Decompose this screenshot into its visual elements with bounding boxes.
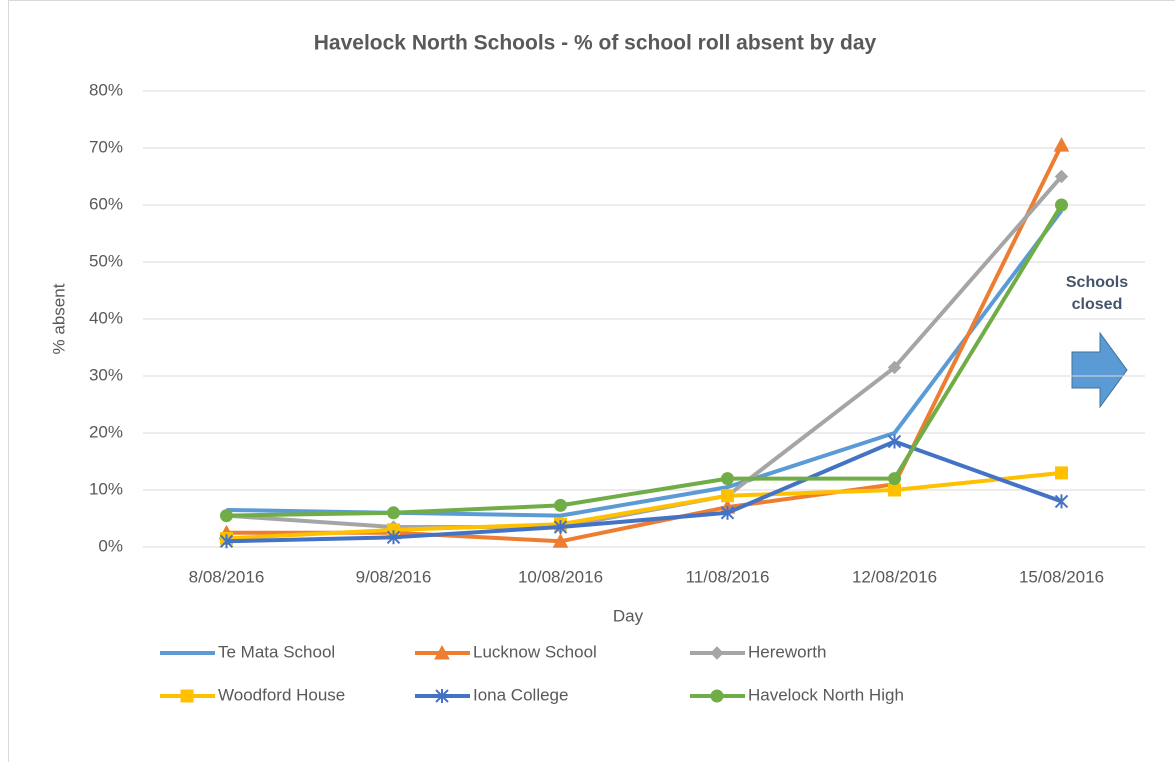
- x-tick-label: 15/08/2016: [1019, 567, 1104, 586]
- marker: [887, 360, 902, 375]
- marker: [553, 520, 568, 535]
- y-tick-label: 40%: [89, 308, 123, 327]
- marker: [721, 489, 734, 503]
- marker: [552, 533, 569, 548]
- y-tick-label: 20%: [89, 422, 123, 441]
- legend-label: Hereworth: [748, 642, 826, 661]
- chart-border: [8, 0, 1175, 762]
- marker: [554, 498, 567, 512]
- marker: [219, 534, 234, 549]
- series-line: [226, 470, 1062, 541]
- legend-marker: [180, 689, 194, 703]
- legend-marker: [434, 644, 450, 660]
- legend-label: Iona College: [473, 685, 568, 704]
- y-tick-label: 60%: [89, 194, 123, 213]
- y-tick-label: 10%: [89, 479, 123, 498]
- x-tick-label: 8/08/2016: [189, 567, 265, 586]
- x-tick-label: 11/08/2016: [686, 567, 770, 586]
- marker: [1055, 466, 1068, 480]
- series-line: [226, 439, 1063, 544]
- marker: [887, 434, 902, 449]
- y-tick-label: 0%: [98, 536, 123, 555]
- marker: [1053, 137, 1070, 152]
- marker: [220, 509, 233, 523]
- series-line: [226, 203, 1064, 518]
- y-tick-label: 30%: [89, 365, 123, 384]
- chart-title: Havelock North Schools - % of school rol…: [314, 32, 877, 55]
- y-tick-label: 70%: [89, 137, 123, 156]
- legend-marker: [710, 646, 724, 660]
- marker: [720, 505, 735, 520]
- series-line: [226, 209, 1064, 518]
- y-axis-label: % absent: [49, 283, 68, 354]
- marker: [888, 472, 901, 486]
- marker: [888, 483, 901, 497]
- legend-label: Havelock North High: [748, 685, 904, 704]
- marker: [386, 530, 401, 545]
- x-axis-label: Day: [613, 606, 644, 625]
- legend-label: Te Mata School: [218, 642, 335, 661]
- legend-marker: [710, 689, 724, 703]
- marker: [1054, 494, 1069, 509]
- legend-label: Woodford House: [218, 685, 345, 704]
- legend-label: Lucknow School: [473, 642, 597, 661]
- marker: [721, 472, 734, 486]
- legend-marker: [435, 689, 449, 703]
- marker: [1054, 169, 1069, 184]
- y-tick-label: 50%: [89, 251, 123, 270]
- marker: [387, 506, 400, 520]
- y-tick-label: 80%: [89, 80, 123, 99]
- x-tick-label: 12/08/2016: [852, 567, 937, 586]
- annotation: Schools closed: [1065, 274, 1129, 313]
- series-line: [226, 175, 1064, 530]
- marker: [1055, 198, 1068, 212]
- arrow: [1071, 331, 1128, 409]
- x-tick-label: 9/08/2016: [356, 567, 432, 586]
- x-tick-label: 10/08/2016: [518, 567, 603, 586]
